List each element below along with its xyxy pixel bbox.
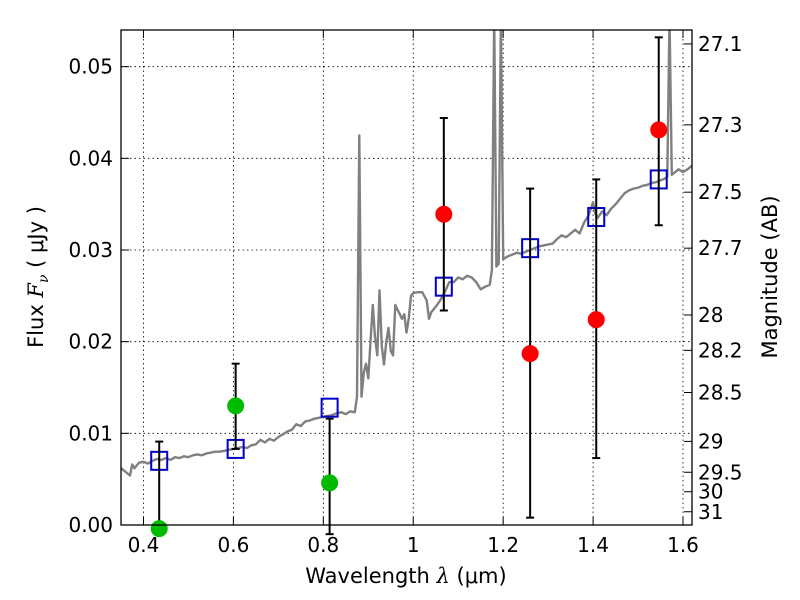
model-flux-box — [320, 397, 339, 418]
photometry-point — [650, 121, 668, 139]
right-tick-label: 28 — [698, 303, 723, 327]
y-tick-label: 0.03 — [68, 238, 113, 262]
grid-layer — [121, 30, 692, 526]
x-tick-label: 0.4 — [128, 533, 160, 557]
x-tick-label: 0.8 — [307, 533, 339, 557]
photometry-point — [227, 397, 245, 415]
y-tick-label: 0.00 — [68, 513, 113, 537]
y-axis-label: Flux Fν ( μJy ) — [24, 206, 52, 348]
right-tick-label: 27.1 — [698, 32, 743, 56]
right-tick-label: 30 — [698, 480, 723, 504]
photometry-point — [587, 311, 605, 329]
right-tick-label: 29 — [698, 429, 723, 453]
right-axis-label: Magnitude (AB) — [758, 195, 782, 358]
x-axis-label: Wavelength λ (μm) — [305, 564, 506, 588]
right-tick-label: 27.5 — [698, 180, 743, 204]
y-tick-label: 0.02 — [68, 330, 113, 354]
plot-frame — [120, 29, 693, 526]
right-tick-label: 29.5 — [698, 460, 743, 484]
x-tick-label: 1 — [407, 533, 420, 557]
right-tick-label: 27.7 — [698, 236, 743, 260]
x-tick-label: 1.4 — [577, 533, 609, 557]
right-tick-label: 27.3 — [698, 113, 743, 137]
right-tick-label: 28.2 — [698, 338, 743, 362]
photometry-point — [321, 474, 339, 492]
y-tick-label: 0.01 — [68, 421, 113, 445]
photometry-point — [435, 205, 453, 223]
x-tick-label: 1.2 — [487, 533, 519, 557]
right-tick-label: 31 — [698, 500, 723, 524]
right-tick-label: 28.5 — [698, 381, 743, 405]
y-tick-label: 0.05 — [68, 55, 113, 79]
tick-layer: 0.4 0.6 0.8 1 1.2 1.4 1.6 0.00 0.01 0.02 0.03 0.04 0… — [68, 30, 743, 557]
x-tick-label: 1.6 — [667, 533, 699, 557]
x-tick-label: 0.6 — [217, 533, 249, 557]
y-tick-label: 0.04 — [68, 146, 113, 170]
photometry-point — [521, 345, 539, 363]
